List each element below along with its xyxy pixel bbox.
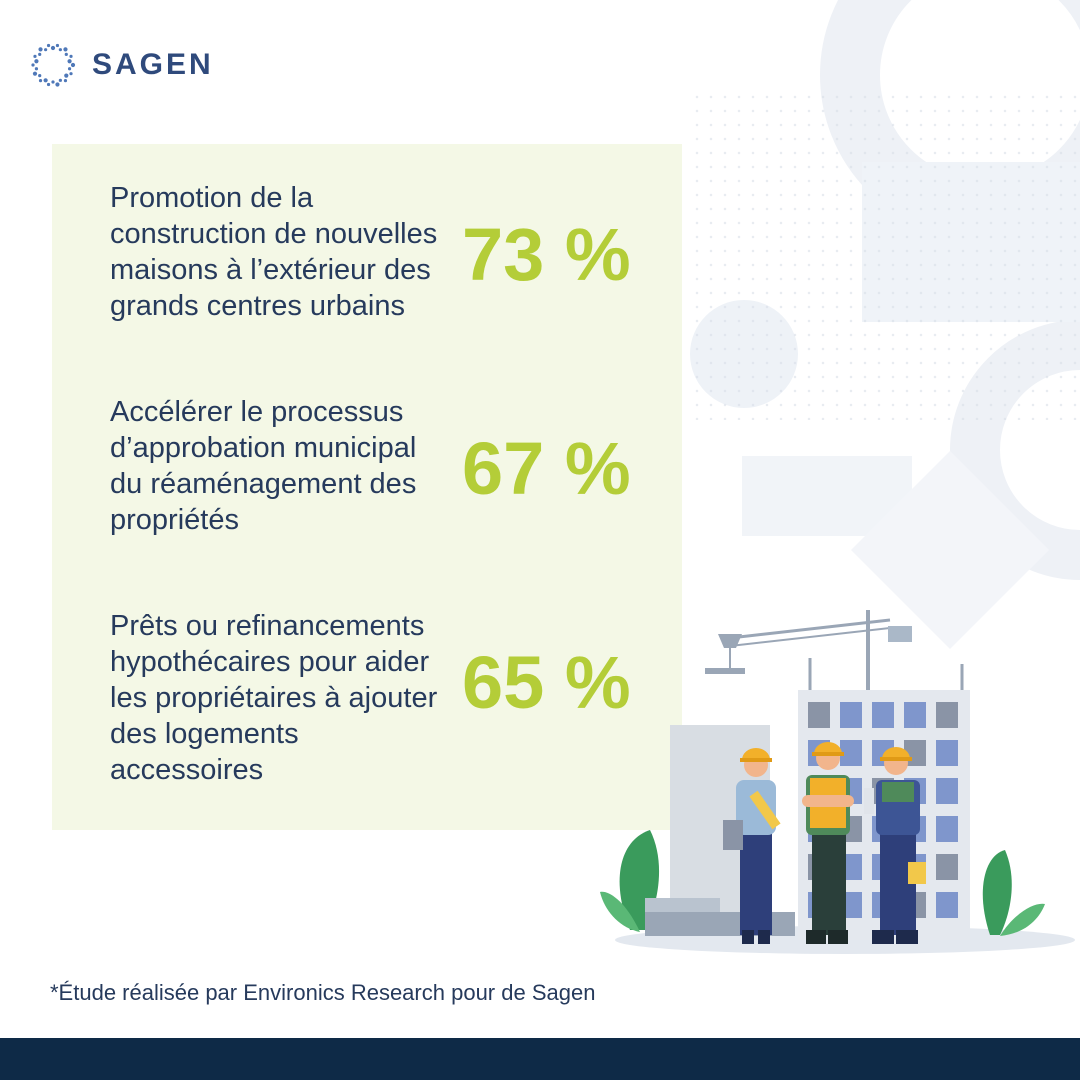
logo-dot (58, 78, 62, 82)
logo-dot (33, 54, 37, 58)
logo-dot (63, 79, 68, 83)
logo-dot (67, 67, 72, 71)
stat-label-1: Promotion de la construction de nouvelle… (110, 182, 438, 322)
building-window (936, 892, 958, 918)
stat-label-3: Prêts ou refinancements hypothécaires po… (110, 610, 438, 786)
logo-dot (64, 73, 69, 78)
logo-dot (55, 82, 60, 87)
logo-dot (38, 79, 43, 83)
building-window (840, 740, 862, 766)
logo-dot (58, 48, 62, 52)
stat-value-2: 67 % (462, 427, 631, 510)
building-window (936, 740, 958, 766)
logo-dot (51, 80, 55, 84)
logo-dot (34, 67, 39, 71)
logo-dot (38, 52, 42, 57)
logo-dot (70, 62, 76, 68)
building-window (808, 702, 830, 728)
building-window (936, 854, 958, 880)
logo-dot (67, 59, 72, 64)
footnote: *Étude réalisée par Environics Research … (50, 980, 596, 1005)
plant-right (982, 850, 1012, 935)
stat-value-1: 73 % (462, 213, 631, 296)
stat-label-2: Accélérer le processus d’approbation mun… (110, 396, 417, 536)
building-window (904, 702, 926, 728)
logo-dot (43, 78, 48, 83)
stats-panel (52, 144, 682, 830)
logo-dot (63, 47, 68, 52)
worker-overalls (864, 747, 926, 944)
logo-dot (44, 48, 48, 52)
logo-dot (55, 43, 60, 48)
deco-dot-grid (690, 90, 1080, 420)
sagen-logo-icon (31, 43, 76, 87)
logo-dot (69, 54, 73, 58)
building-window (936, 816, 958, 842)
logo-dot (38, 47, 43, 52)
logo-dot (32, 71, 38, 76)
brand-logo: SAGEN (30, 42, 214, 88)
worker-vest (802, 742, 854, 944)
crane-jib (729, 618, 891, 640)
stat-value-3: 65 % (462, 641, 631, 724)
building-window (936, 778, 958, 804)
brand-name: SAGEN (92, 48, 214, 81)
logo-dot (50, 45, 56, 51)
building-window (936, 702, 958, 728)
worker-woman (723, 748, 781, 944)
construction-workers-illustration (600, 610, 1075, 954)
logo-dot (46, 82, 51, 87)
building-window (840, 702, 862, 728)
logo-dot (31, 63, 35, 67)
logo-dot (34, 59, 39, 64)
logo-dot (46, 43, 51, 48)
logo-dot (64, 52, 68, 57)
logo-dot (69, 72, 73, 76)
building-window (872, 702, 894, 728)
footer-bar (0, 1038, 1080, 1080)
logo-dot (38, 73, 42, 78)
